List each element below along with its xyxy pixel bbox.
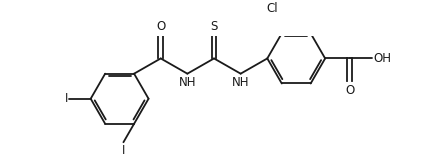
Text: O: O [156,20,166,33]
Text: I: I [122,144,125,157]
Text: I: I [64,92,68,105]
Text: OH: OH [374,52,392,65]
Text: NH: NH [232,76,249,89]
Text: Cl: Cl [266,2,278,15]
Text: NH: NH [179,76,196,89]
Text: O: O [345,84,354,97]
Text: S: S [210,20,218,33]
